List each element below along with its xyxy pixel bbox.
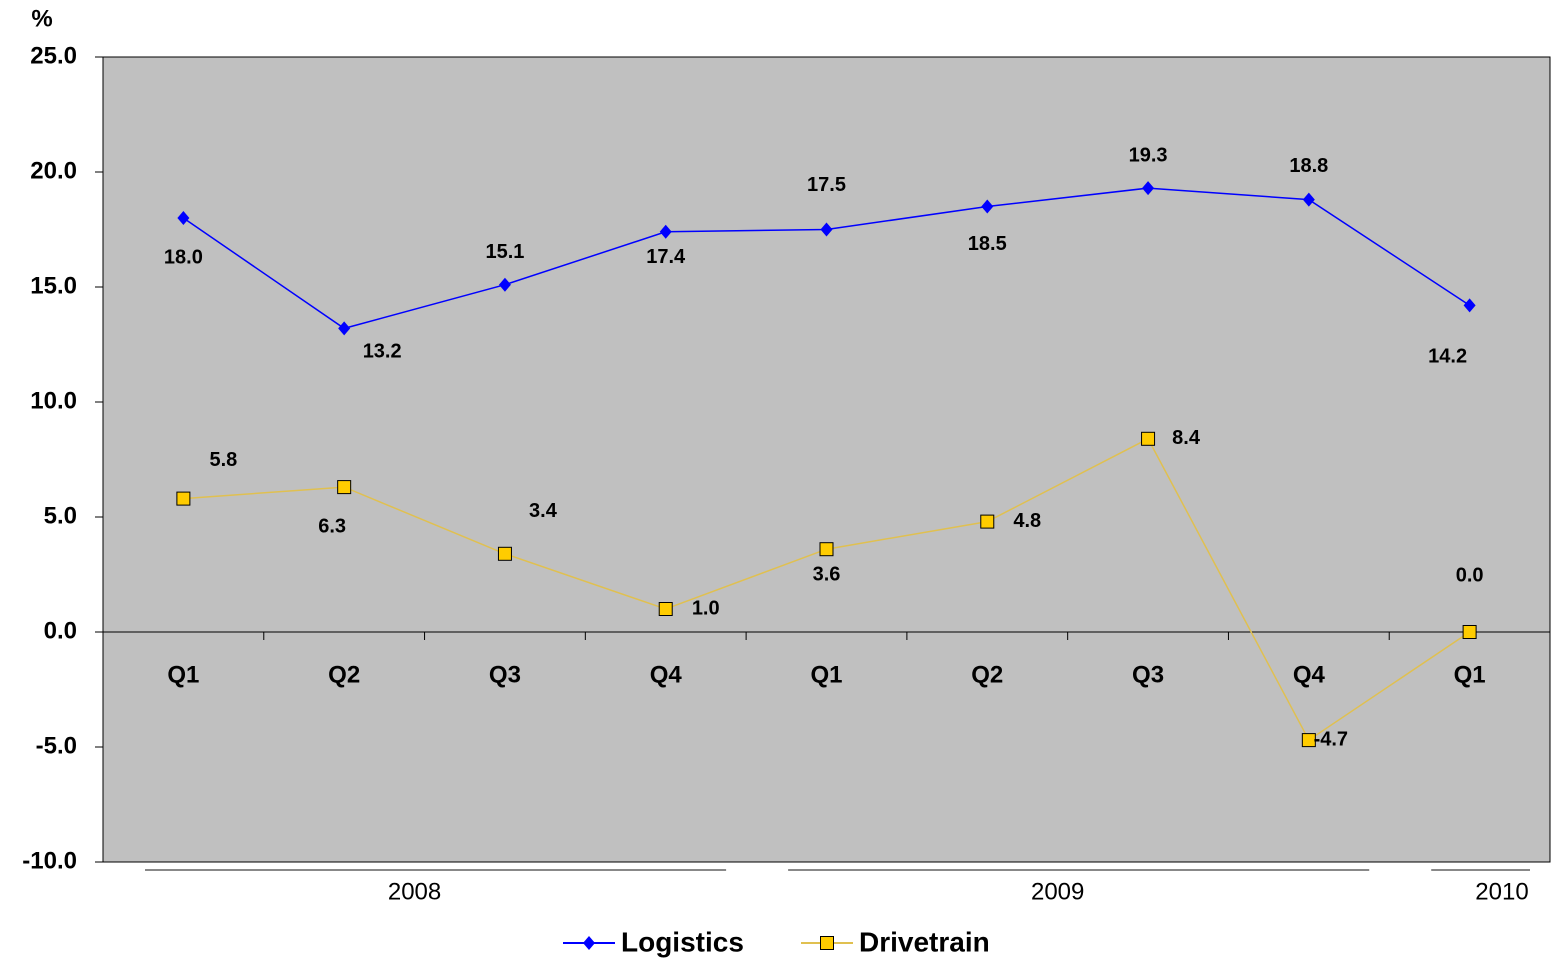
legend-marker [820,936,834,950]
data-point [1301,733,1316,748]
group-label: 2008 [388,878,441,905]
data-label: 3.6 [813,563,841,585]
data-point [497,546,512,561]
data-label: 19.3 [1129,144,1168,166]
data-label: 17.4 [646,246,686,268]
y-axis-title: % [31,5,52,32]
x-tick-label: Q4 [650,661,683,688]
data-label: -4.7 [1314,728,1348,750]
x-tick-label: Q1 [1454,661,1486,688]
legend-label: Logistics [621,926,744,957]
y-tick-label: 15.0 [30,272,77,299]
y-tick-label: -5.0 [36,732,77,759]
data-point [337,480,352,495]
data-label: 0.0 [1456,564,1484,586]
data-label: 18.0 [164,246,203,268]
data-label: 14.2 [1428,346,1467,368]
x-tick-label: Q2 [328,661,360,688]
y-tick-label: 0.0 [44,617,77,644]
data-point [338,321,351,336]
data-point [177,211,190,225]
data-label: 8.4 [1172,427,1201,449]
data-point [820,222,833,237]
data-label: 1.0 [692,597,720,619]
data-point [1302,192,1315,207]
y-tick-label: 25.0 [30,42,77,69]
data-label: 6.3 [318,515,346,537]
data-point [819,542,834,557]
data-label: 18.8 [1289,155,1328,177]
data-label: 15.1 [485,241,524,263]
data-label: 3.4 [529,500,558,522]
data-point [1141,431,1156,446]
x-tick-label: Q3 [489,661,521,688]
data-point [1463,298,1476,313]
data-point [1462,625,1477,639]
data-label: 4.8 [1013,510,1041,532]
data-point [980,514,995,529]
y-tick-label: 5.0 [44,502,77,529]
legend-marker [583,936,595,950]
group-label: 2010 [1475,878,1528,905]
data-point [981,199,994,214]
data-label: 18.5 [968,233,1007,255]
plot-area [102,56,1551,863]
x-tick-label: Q2 [971,661,1003,688]
data-point [498,277,511,292]
y-tick-label: 20.0 [30,157,77,184]
data-point [176,491,191,506]
legend-label: Drivetrain [859,926,990,957]
x-tick-label: Q3 [1132,661,1164,688]
data-point [1142,181,1155,196]
data-label: 17.5 [807,174,846,196]
y-tick-label: 10.0 [30,387,77,414]
data-point [658,602,673,616]
y-tick-label: -10.0 [22,847,77,874]
x-tick-label: Q4 [1293,661,1326,688]
data-label: 13.2 [363,341,402,363]
data-label: 5.8 [209,449,237,471]
group-label: 2009 [1031,878,1084,905]
x-tick-label: Q1 [167,661,199,688]
x-tick-label: Q1 [810,661,842,688]
data-point [659,224,672,239]
